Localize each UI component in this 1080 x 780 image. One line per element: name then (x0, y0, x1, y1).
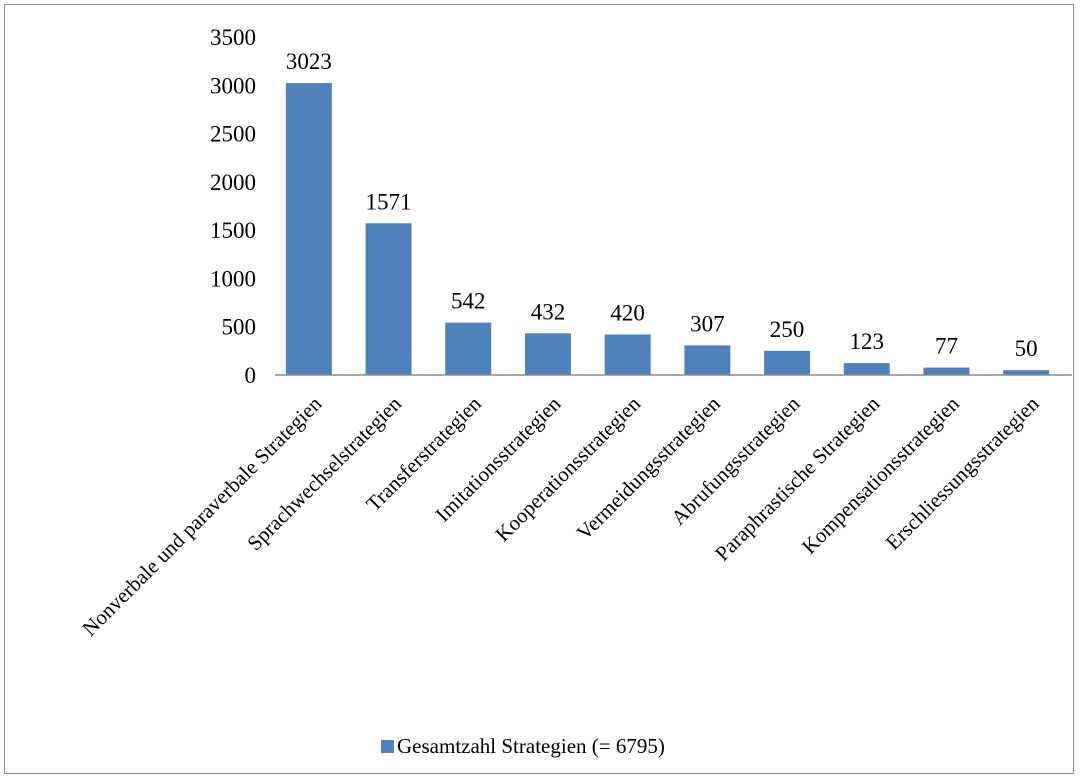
bar-value-label: 1571 (366, 189, 412, 214)
y-axis-ticks: 0 500 1000 1500 2000 2500 3000 3500 (210, 25, 256, 388)
x-category-label: Erschliessungsstrategien (881, 391, 1044, 554)
bar-value-label: 77 (935, 334, 958, 359)
bar (445, 322, 492, 375)
y-tick-label: 1500 (210, 218, 256, 243)
x-category-label: Kompensationsstrategien (797, 391, 964, 558)
bar (764, 350, 811, 375)
x-category-label: Kooperationsstrategien (490, 391, 645, 546)
bar-value-label: 250 (770, 317, 805, 342)
x-category-label: Sprachwechselstrategien (242, 391, 406, 555)
x-axis-category-labels: Nonverbale und paraverbale StrategienSpr… (77, 391, 1044, 640)
y-tick-label: 2500 (210, 122, 256, 147)
bar-value-label: 123 (850, 329, 885, 354)
data-labels: 3023 1571 542 432 420 307 250 123 77 50 (286, 49, 1038, 361)
y-tick-label: 2000 (210, 170, 256, 195)
y-tick-label: 1000 (210, 266, 256, 291)
y-tick-label: 3000 (210, 73, 256, 98)
bar (524, 333, 571, 375)
bar-value-label: 420 (610, 300, 645, 325)
bar-value-label: 542 (451, 289, 486, 314)
bar (923, 367, 970, 375)
bar (843, 363, 890, 375)
x-category-label: Paraphrastische Strategien (710, 391, 884, 565)
y-tick-label: 3500 (210, 25, 256, 50)
bars (285, 83, 1050, 375)
bar-value-label: 432 (531, 299, 566, 324)
bar-value-label: 307 (690, 311, 725, 336)
bar-value-label: 50 (1015, 336, 1038, 361)
legend-label: Gesamtzahl Strategien (= 6795) (397, 734, 665, 758)
bar-value-label: 3023 (286, 49, 332, 74)
bar (604, 334, 651, 375)
legend: Gesamtzahl Strategien (= 6795) (381, 734, 665, 758)
bar (1003, 370, 1050, 375)
bar (684, 345, 731, 375)
chart-frame (4, 4, 1074, 774)
bar (365, 223, 412, 375)
x-category-label: Vermeidungsstrategien (572, 391, 725, 544)
y-tick-label: 500 (222, 315, 257, 340)
bar (285, 83, 332, 375)
legend-swatch (381, 740, 394, 753)
y-tick-label: 0 (245, 363, 257, 388)
